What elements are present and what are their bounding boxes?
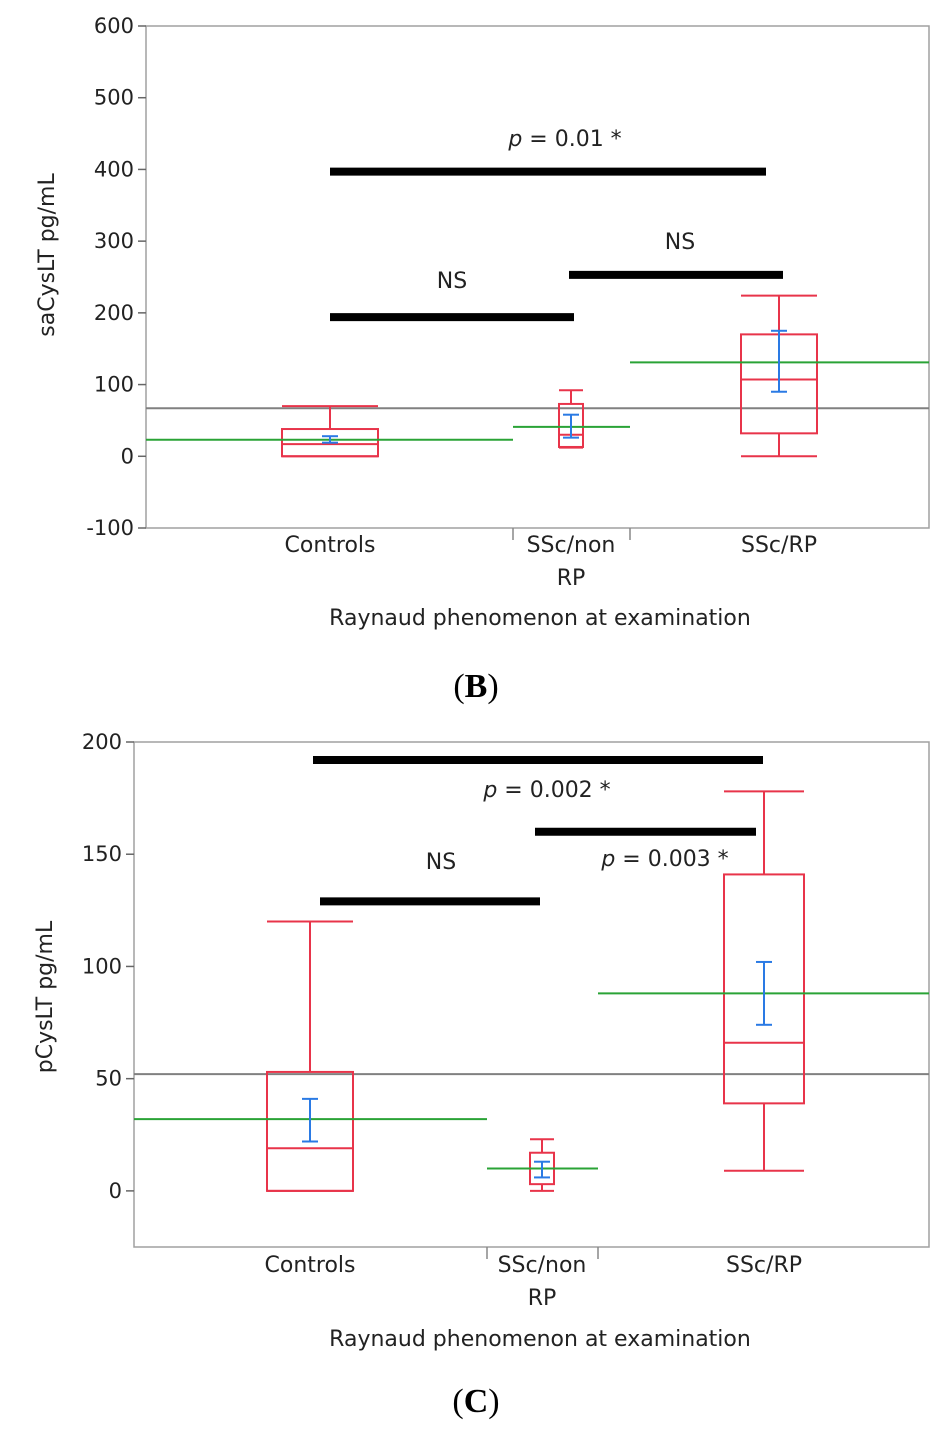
y-tick-label: 500 (94, 86, 134, 110)
significance-label: NS (437, 269, 467, 294)
y-axis-title: pCysLT pg/mL (33, 920, 58, 1073)
x-axis-title: Raynaud phenomenon at examination (329, 606, 751, 631)
panel-open-paren: ( (453, 668, 464, 705)
p-symbol: p (507, 127, 522, 152)
panel-open-paren: ( (452, 1383, 463, 1420)
x-category-label: RP (528, 1286, 557, 1311)
x-axis-title: Raynaud phenomenon at examination (329, 1327, 751, 1352)
significance-value: NS (665, 230, 695, 255)
plot-frame (133, 741, 930, 1248)
box-plot-2 (598, 790, 929, 1172)
iqr-box (558, 402, 584, 448)
x-category-label: RP (557, 566, 586, 591)
x-category-label: Controls (285, 533, 376, 558)
box-plot-0 (134, 920, 487, 1192)
significance-label: NS (665, 230, 695, 255)
panel-letter: C (464, 1383, 489, 1420)
significance-label: NS (426, 850, 456, 875)
y-tick-label: 100 (94, 373, 134, 397)
significance-value: = 0.002 * (497, 778, 610, 803)
plot-frame (145, 25, 930, 529)
significance-value: = 0.01 * (522, 127, 621, 152)
panel-close-paren: ) (487, 668, 498, 705)
panel-label: (C) (452, 1383, 499, 1420)
x-category-label: SSc/RP (726, 1253, 802, 1278)
significance-label: p = 0.01 * (507, 127, 621, 152)
chart-panel-b: -100 0 100 200 300 400 500 600 Controls SSc/non RP… (35, 14, 930, 705)
iqr-box (281, 428, 379, 458)
y-tick-label: 50 (95, 1067, 122, 1091)
significance-value: NS (426, 850, 456, 875)
significance-label: p = 0.003 * (600, 847, 728, 872)
y-tick-label: 0 (121, 444, 134, 468)
y-tick-label: 300 (94, 229, 134, 253)
iqr-box (266, 1070, 354, 1192)
y-axis-title: saCysLT pg/mL (35, 173, 60, 337)
x-category-label: SSc/non (527, 533, 616, 558)
panel-label: (B) (453, 668, 498, 705)
chart-panel-c: 0 50 100 150 200 Controls SSc/non RP SSc/RP Rayna… (33, 730, 930, 1420)
y-tick-label: 200 (82, 730, 122, 754)
x-category-label: SSc/RP (741, 533, 817, 558)
p-symbol: p (600, 847, 615, 872)
y-tick-label: 100 (82, 954, 122, 978)
x-category-label: Controls (265, 1253, 356, 1278)
p-symbol: p (482, 778, 497, 803)
y-tick-label: 400 (94, 157, 134, 181)
significance-label: p = 0.002 * (482, 778, 610, 803)
x-category-label: SSc/non (498, 1253, 587, 1278)
box-plot-2 (630, 294, 929, 458)
y-tick-label: 200 (94, 301, 134, 325)
y-tick-label: 0 (109, 1179, 122, 1203)
box-plot-1 (513, 389, 630, 449)
box-plot-1 (487, 1138, 598, 1192)
significance-value: = 0.003 * (615, 847, 728, 872)
panel-close-paren: ) (488, 1383, 499, 1420)
y-tick-label: 600 (94, 14, 134, 38)
box-plot-0 (146, 405, 513, 458)
iqr-box (723, 873, 805, 1105)
y-tick-label: -100 (86, 516, 134, 540)
significance-value: NS (437, 269, 467, 294)
y-tick-label: 150 (82, 842, 122, 866)
panel-letter: B (465, 668, 488, 705)
